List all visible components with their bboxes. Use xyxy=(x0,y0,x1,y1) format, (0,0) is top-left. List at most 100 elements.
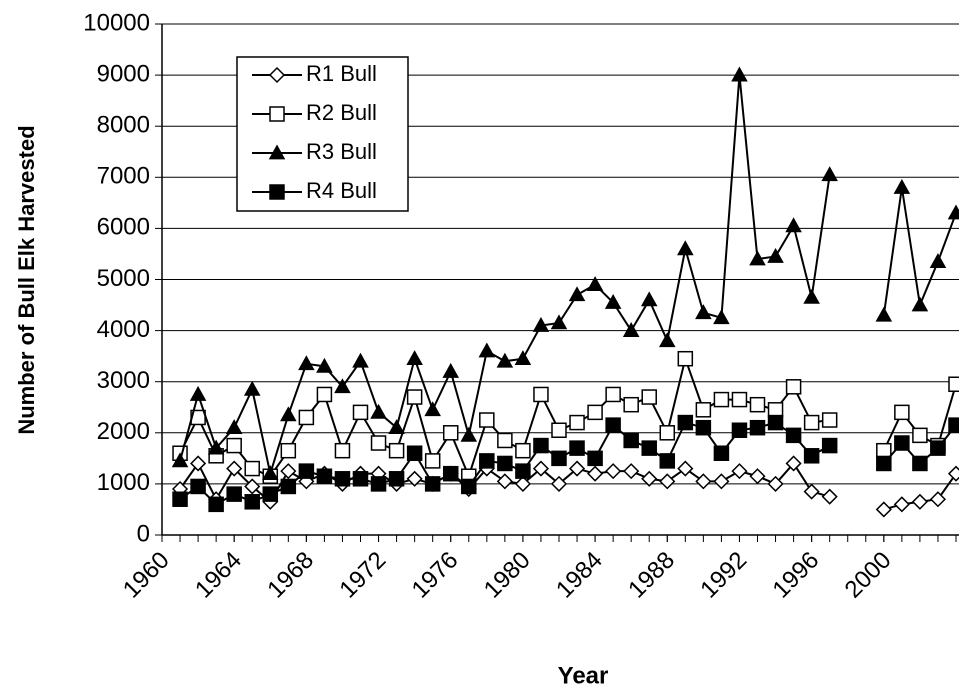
marker xyxy=(388,471,405,487)
marker xyxy=(172,491,188,507)
marker xyxy=(731,391,748,408)
marker xyxy=(803,414,820,431)
marker xyxy=(821,412,838,428)
marker xyxy=(912,427,928,444)
marker xyxy=(171,452,189,468)
marker xyxy=(695,402,712,418)
legend-label: R2 Bull xyxy=(306,100,377,125)
marker xyxy=(911,296,929,312)
marker xyxy=(533,386,549,403)
marker xyxy=(352,471,369,487)
marker xyxy=(948,376,959,393)
marker xyxy=(226,437,242,454)
marker xyxy=(695,473,712,490)
marker xyxy=(659,473,676,490)
x-tick-label: 2000 xyxy=(840,547,897,604)
marker xyxy=(948,417,959,433)
marker xyxy=(785,427,802,444)
y-tick-label: 10000 xyxy=(83,9,150,36)
marker xyxy=(894,404,910,421)
marker xyxy=(876,442,892,459)
marker xyxy=(713,309,730,325)
marker xyxy=(695,304,712,320)
line xyxy=(179,461,957,511)
marker xyxy=(532,460,550,477)
marker xyxy=(767,414,784,431)
marker xyxy=(695,419,712,436)
marker xyxy=(280,463,297,480)
marker xyxy=(424,453,441,469)
marker xyxy=(388,419,405,435)
legend-marker xyxy=(268,144,286,160)
marker xyxy=(533,437,549,454)
marker xyxy=(947,465,959,482)
marker xyxy=(424,401,441,417)
marker xyxy=(532,316,550,332)
x-tick-label: 1996 xyxy=(768,547,825,604)
marker xyxy=(497,455,513,472)
marker xyxy=(461,478,477,495)
y-tick-label: 6000 xyxy=(97,214,150,241)
marker xyxy=(623,396,639,413)
marker xyxy=(334,442,351,459)
marker xyxy=(207,439,225,455)
marker xyxy=(731,66,748,82)
y-tick-label: 8000 xyxy=(97,112,150,139)
marker xyxy=(568,460,586,477)
marker xyxy=(406,389,423,405)
marker xyxy=(659,453,676,469)
marker xyxy=(190,455,207,472)
marker xyxy=(658,332,676,348)
series xyxy=(172,414,959,513)
marker xyxy=(388,442,405,459)
x-tick-label: 1960 xyxy=(118,547,175,604)
y-tick-label: 4000 xyxy=(97,316,150,343)
y-tick-label: 9000 xyxy=(97,60,150,87)
marker xyxy=(208,496,224,513)
marker xyxy=(460,426,478,442)
marker xyxy=(912,455,928,472)
marker xyxy=(244,460,260,477)
marker xyxy=(604,293,622,309)
legend-marker xyxy=(268,66,286,84)
x-tick-label: 1972 xyxy=(334,547,391,604)
marker xyxy=(677,414,694,431)
marker xyxy=(261,465,279,481)
marker xyxy=(947,204,959,220)
marker xyxy=(406,350,423,366)
marker xyxy=(677,460,694,477)
marker xyxy=(929,253,947,268)
marker xyxy=(280,406,297,422)
marker xyxy=(316,357,333,373)
marker xyxy=(605,463,622,480)
marker xyxy=(424,476,441,492)
marker xyxy=(479,453,495,469)
marker xyxy=(226,460,243,477)
marker xyxy=(262,486,279,502)
marker xyxy=(515,442,531,459)
x-tick-label: 1980 xyxy=(479,547,536,604)
marker xyxy=(677,240,694,256)
marker xyxy=(821,437,838,454)
marker xyxy=(442,425,459,441)
marker xyxy=(515,463,531,479)
marker xyxy=(749,468,766,485)
marker xyxy=(316,468,333,484)
marker xyxy=(749,250,766,266)
marker xyxy=(623,463,640,480)
marker xyxy=(225,419,243,435)
y-tick-label: 1000 xyxy=(97,469,150,496)
x-tick-label: 1976 xyxy=(407,547,464,604)
marker xyxy=(641,389,657,405)
marker xyxy=(623,432,639,449)
x-axis-label: Year xyxy=(558,662,609,689)
legend-marker xyxy=(269,106,285,122)
marker xyxy=(605,386,621,403)
marker xyxy=(479,412,495,428)
marker xyxy=(370,476,387,492)
marker xyxy=(370,403,387,419)
marker xyxy=(641,470,658,487)
marker xyxy=(550,314,568,330)
marker xyxy=(659,425,676,441)
